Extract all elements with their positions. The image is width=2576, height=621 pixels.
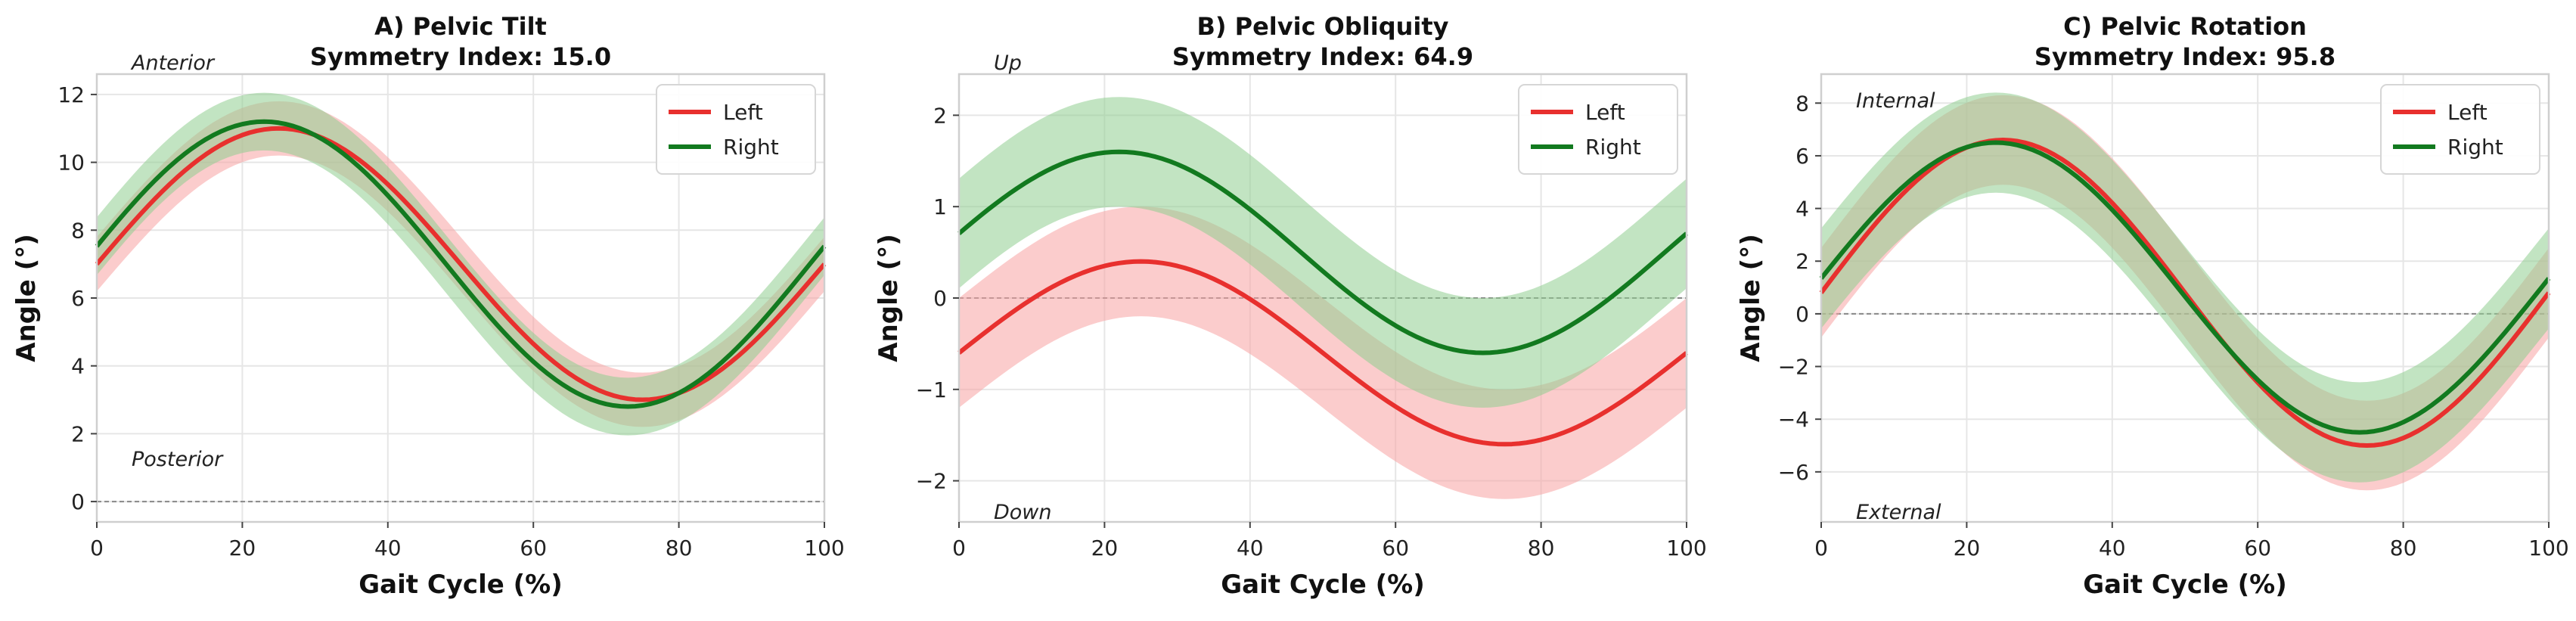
y-tick-label: 2 [71, 421, 85, 446]
legend-label-left: Left [723, 100, 763, 125]
x-tick-label: 40 [2099, 536, 2126, 560]
x-tick-label: 40 [1237, 536, 1264, 560]
x-axis-label: Gait Cycle (%) [358, 570, 563, 600]
x-axis-label: Gait Cycle (%) [2083, 570, 2287, 600]
chart-panel-1: 0 20 40 60 80 100 0 2 4 6 8 10 12 A) Pelvic TiltSymme… [11, 12, 845, 600]
y-tick-label: −2 [916, 469, 947, 494]
y-tick-label: 2 [933, 103, 947, 128]
x-tick-label: 100 [804, 536, 844, 560]
y-tick-label: −6 [1778, 460, 1809, 485]
annotation-posterior: Posterior [132, 448, 224, 471]
legend-box [1518, 84, 1678, 175]
chart-title: B) Pelvic Obliquity [1196, 12, 1448, 41]
y-tick-label: 1 [933, 194, 947, 219]
plot-frame [1820, 73, 2550, 523]
chart-title: C) Pelvic Rotation [2063, 12, 2307, 41]
annotation-anterior: Anterior [130, 51, 216, 75]
series-line-right [1819, 140, 2551, 435]
series-line-right [95, 119, 827, 409]
band-right [1821, 92, 2549, 483]
x-tick-label: 20 [1954, 536, 1981, 560]
legend-label-right: Right [1585, 135, 1641, 160]
x-tick-label: 40 [374, 536, 402, 560]
annotation-down: Down [994, 501, 1052, 524]
x-tick-label: 20 [229, 536, 256, 560]
y-tick-label: 4 [71, 354, 85, 379]
y-tick-label: 10 [57, 151, 85, 175]
annotation-internal: Internal [1856, 89, 1935, 113]
x-tick-label: 60 [520, 536, 547, 560]
annotation-up: Up [994, 51, 1022, 75]
x-tick-label: 0 [1814, 536, 1828, 560]
x-tick-label: 60 [1382, 536, 1409, 560]
legend-box [656, 84, 816, 175]
y-tick-label: −2 [1778, 355, 1809, 380]
chart-subtitle: Symmetry Index: 64.9 [1172, 42, 1473, 71]
annotation-external: External [1856, 501, 1941, 524]
y-tick-label: 0 [1795, 302, 1809, 327]
legend-label-right: Right [2447, 135, 2503, 160]
y-tick-label: 0 [933, 286, 947, 311]
y-tick-label: 6 [1795, 144, 1809, 169]
x-tick-label: 80 [2390, 536, 2417, 560]
series-line-left [95, 126, 827, 402]
y-tick-label: 12 [57, 82, 85, 107]
chart-title: A) Pelvic Tilt [374, 12, 547, 41]
y-tick-label: 8 [71, 218, 85, 243]
y-tick-label: 8 [1795, 91, 1809, 116]
y-tick-label: 0 [71, 489, 85, 514]
y-tick-label: −4 [1778, 407, 1809, 432]
y-tick-label: −1 [916, 377, 947, 402]
legend-box [2380, 84, 2540, 175]
y-axis-label: Angle (°) [874, 234, 904, 362]
series-line-right [957, 149, 1688, 356]
band-right [959, 97, 1687, 408]
x-tick-label: 60 [2244, 536, 2271, 560]
y-tick-label: 4 [1795, 197, 1809, 222]
series-line-left [1819, 138, 2551, 449]
chart-subtitle: Symmetry Index: 95.8 [2034, 42, 2335, 71]
legend-label-left: Left [2447, 100, 2488, 125]
x-tick-label: 80 [1528, 536, 1555, 560]
legend-label-left: Left [1585, 100, 1625, 125]
y-axis-label: Angle (°) [1736, 234, 1766, 362]
chart-panel-3: 0 20 40 60 80 100 −6 −4 −2 0 2 4 6 8 C) Pelvic Rotatio… [1736, 12, 2569, 600]
x-tick-label: 0 [90, 536, 104, 560]
x-tick-label: 20 [1091, 536, 1119, 560]
y-tick-label: 6 [71, 286, 85, 311]
y-tick-label: 2 [1795, 249, 1809, 274]
x-tick-label: 0 [952, 536, 966, 560]
x-tick-label: 100 [1666, 536, 1706, 560]
x-axis-label: Gait Cycle (%) [1221, 570, 1425, 600]
x-tick-label: 80 [666, 536, 693, 560]
chart-subtitle: Symmetry Index: 15.0 [310, 42, 611, 71]
y-axis-label: Angle (°) [11, 234, 42, 362]
chart-panel-2: 0 20 40 60 80 100 −2 −1 0 1 2 B) Pelvic ObliquitySy… [874, 12, 1707, 600]
legend-label-right: Right [723, 135, 779, 160]
x-tick-label: 100 [2528, 536, 2568, 560]
series-line-left [957, 259, 1688, 447]
